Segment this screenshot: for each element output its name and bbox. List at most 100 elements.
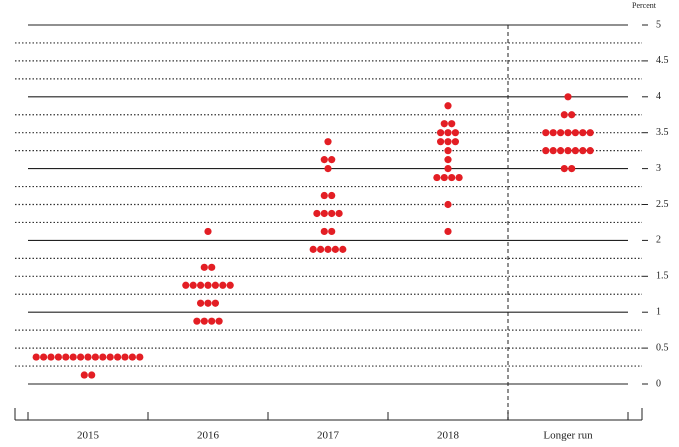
dot [440, 120, 448, 128]
dot [80, 371, 88, 379]
y-tick-label: 2 [656, 235, 661, 246]
dot [320, 209, 328, 218]
dot [444, 129, 452, 137]
dot [568, 111, 576, 119]
dot [204, 281, 212, 289]
dot [328, 191, 336, 200]
dot [440, 173, 448, 182]
dot [433, 173, 441, 182]
dot [106, 353, 114, 361]
dot [444, 156, 452, 164]
dot [444, 227, 452, 236]
dot [99, 353, 107, 361]
dot [47, 353, 55, 361]
dot [542, 147, 550, 155]
dot [560, 111, 568, 119]
dot [564, 147, 572, 155]
dot [324, 245, 332, 253]
x-tick-label: Longer run [543, 430, 593, 442]
dot [328, 209, 336, 218]
dot [197, 281, 205, 289]
y-tick-label: 5 [656, 19, 661, 30]
dot [91, 353, 99, 361]
dot [328, 156, 336, 164]
y-tick-label: 4 [656, 91, 661, 102]
dot [331, 245, 339, 253]
dot [320, 191, 328, 200]
dot [88, 371, 96, 379]
dot [128, 353, 136, 361]
dot [32, 353, 40, 361]
dot [328, 227, 336, 236]
dot [549, 129, 557, 137]
dot [451, 129, 459, 137]
dot [560, 165, 568, 173]
dot [437, 129, 445, 137]
dot [564, 93, 572, 101]
dot [557, 129, 565, 137]
y-tick-label: 3.5 [656, 127, 669, 138]
dot [437, 138, 445, 146]
dot [309, 245, 317, 253]
dot [542, 129, 550, 137]
dot [557, 147, 565, 155]
dot [219, 281, 227, 289]
x-tick-label: 2016 [197, 430, 220, 442]
dot [193, 317, 201, 325]
dot [586, 129, 594, 137]
dot [189, 281, 197, 289]
y-tick-label: 3 [656, 163, 661, 174]
dot [226, 281, 234, 289]
dot [324, 138, 332, 146]
dot [313, 209, 321, 218]
dot [448, 120, 456, 128]
dot [200, 263, 208, 271]
dot [571, 129, 580, 137]
dot [444, 138, 452, 146]
y-tick-label: 1.5 [656, 271, 669, 282]
y-tick-label: 0 [656, 378, 661, 389]
dot [54, 353, 63, 361]
dot [564, 129, 572, 137]
dot [211, 281, 219, 289]
dot [121, 353, 129, 361]
dot [568, 165, 576, 173]
dot [335, 209, 343, 218]
dot [136, 353, 144, 361]
dot [40, 353, 48, 361]
x-tick-label: 2017 [317, 430, 340, 442]
dot [444, 102, 452, 110]
dot [444, 165, 452, 173]
x-tick-label: 2018 [437, 430, 460, 442]
x-tick-label: 2015 [77, 430, 100, 442]
y-tick-label: 0.5 [656, 342, 669, 353]
dot [579, 147, 587, 155]
dot [200, 317, 208, 325]
dot [586, 147, 594, 155]
dot [208, 263, 216, 271]
dot [114, 353, 122, 361]
dot [204, 227, 212, 236]
dot [215, 317, 223, 325]
dot [320, 156, 328, 164]
dot [69, 353, 77, 361]
dot [211, 299, 219, 307]
dot [549, 147, 557, 155]
dot [204, 299, 212, 307]
dot [339, 245, 347, 253]
dot [455, 173, 463, 182]
dot [448, 173, 456, 182]
y-tick-label: 2.5 [656, 199, 669, 210]
dot [320, 227, 328, 236]
dot [77, 353, 85, 361]
dot [451, 138, 459, 146]
dot [62, 353, 70, 361]
dot [579, 129, 587, 137]
y-axis-label: Percent [632, 1, 657, 10]
dot [444, 200, 452, 209]
dot [182, 281, 190, 289]
dot [208, 317, 216, 325]
dot [197, 299, 205, 307]
y-tick-label: 1 [656, 306, 661, 317]
